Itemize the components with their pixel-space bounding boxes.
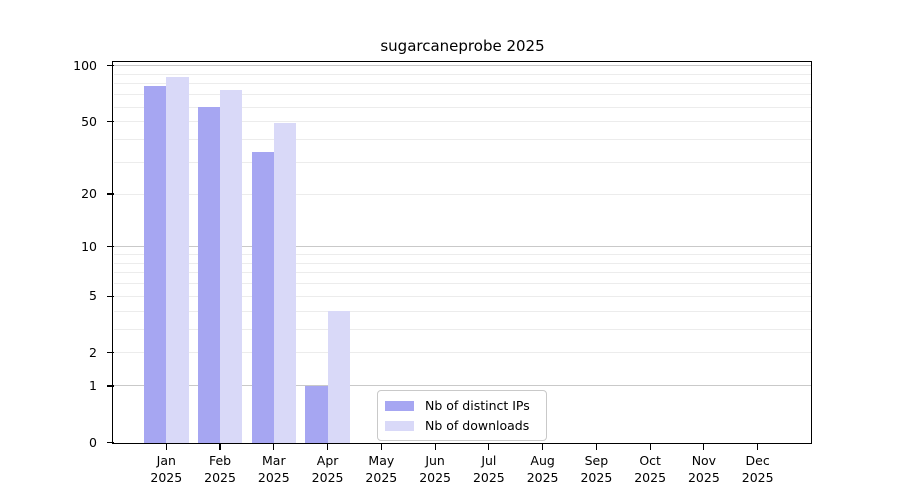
x-tick-mark: [649, 443, 651, 450]
x-tick-mark: [434, 443, 436, 450]
minor-gridline: [113, 161, 812, 163]
y-tick-label: 10: [81, 238, 97, 254]
x-tick-mark: [595, 443, 597, 450]
y-tick-label: 20: [81, 186, 97, 202]
x-tick-mark: [326, 443, 329, 450]
minor-gridline: [113, 193, 812, 195]
y-tick-mark: [106, 385, 114, 387]
x-tick-mark: [488, 443, 490, 450]
y-tick-mark: [106, 193, 114, 195]
x-tick-label: Jan 2025: [150, 453, 183, 485]
legend-swatch: [385, 420, 414, 431]
legend-item: Nb of distinct IPs: [385, 398, 538, 413]
y-tick-mark: [106, 246, 114, 248]
x-tick-mark: [380, 443, 382, 450]
minor-gridline: [113, 254, 812, 256]
minor-gridline: [113, 352, 812, 354]
x-tick-mark: [165, 443, 167, 450]
y-tick-mark: [106, 295, 114, 297]
y-tick-label: 2: [89, 344, 97, 360]
minor-gridline: [113, 106, 812, 108]
major-gridline: [113, 246, 812, 248]
y-tick-label: 50: [81, 113, 97, 129]
minor-gridline: [113, 83, 812, 85]
x-tick-label: Jul 2025: [472, 453, 505, 485]
x-tick-mark: [219, 443, 221, 450]
x-tick-mark: [273, 443, 275, 450]
minor-gridline: [113, 272, 812, 274]
minor-gridline: [113, 121, 812, 123]
x-tick-label: Dec 2025: [741, 453, 774, 485]
y-tick-label: 1: [89, 377, 97, 393]
major-gridline: [113, 65, 812, 67]
y-tick-label: 100: [73, 57, 97, 73]
bar-distinct-ips: [197, 107, 221, 443]
x-tick-label: Jun 2025: [419, 453, 451, 485]
x-tick-label: Sep 2025: [580, 453, 613, 485]
x-tick-label: Oct 2025: [634, 453, 667, 485]
x-tick-mark: [757, 443, 759, 450]
y-tick-mark: [106, 121, 114, 123]
x-tick-label: Mar 2025: [257, 453, 290, 485]
minor-gridline: [113, 73, 812, 75]
bar-distinct-ips: [144, 85, 167, 443]
y-tick-mark: [106, 441, 114, 444]
y-tick-mark: [106, 65, 114, 67]
chart-title: sugarcaneprobe 2025: [380, 37, 545, 55]
legend: Nb of distinct IPs Nb of downloads: [377, 390, 547, 441]
bar-downloads: [166, 77, 189, 443]
y-tick-mark: [106, 352, 114, 354]
minor-gridline: [113, 262, 812, 264]
legend-label: Nb of downloads: [425, 418, 530, 433]
x-tick-label: Feb 2025: [204, 453, 236, 485]
y-tick-label: 0: [89, 434, 97, 450]
major-gridline: [113, 385, 812, 387]
minor-gridline: [113, 283, 812, 285]
minor-gridline: [113, 138, 812, 140]
minor-gridline: [113, 328, 812, 330]
x-tick-mark: [703, 443, 705, 450]
bar-downloads: [220, 90, 243, 443]
legend-label: Nb of distinct IPs: [425, 398, 530, 413]
legend-swatch: [385, 400, 414, 411]
minor-gridline: [113, 94, 812, 96]
x-tick-label: Apr 2025: [311, 453, 344, 485]
legend-item: Nb of downloads: [385, 418, 538, 433]
y-tick-label: 5: [89, 288, 97, 304]
x-tick-mark: [542, 443, 544, 450]
minor-gridline: [113, 295, 812, 297]
x-tick-label: Nov 2025: [687, 453, 720, 485]
x-tick-label: May 2025: [365, 453, 398, 485]
bar-downloads: [273, 123, 297, 443]
bar-distinct-ips: [305, 385, 328, 443]
x-tick-label: Aug 2025: [526, 453, 559, 485]
bar-distinct-ips: [251, 152, 274, 443]
minor-gridline: [113, 310, 812, 312]
bar-downloads: [327, 311, 350, 443]
